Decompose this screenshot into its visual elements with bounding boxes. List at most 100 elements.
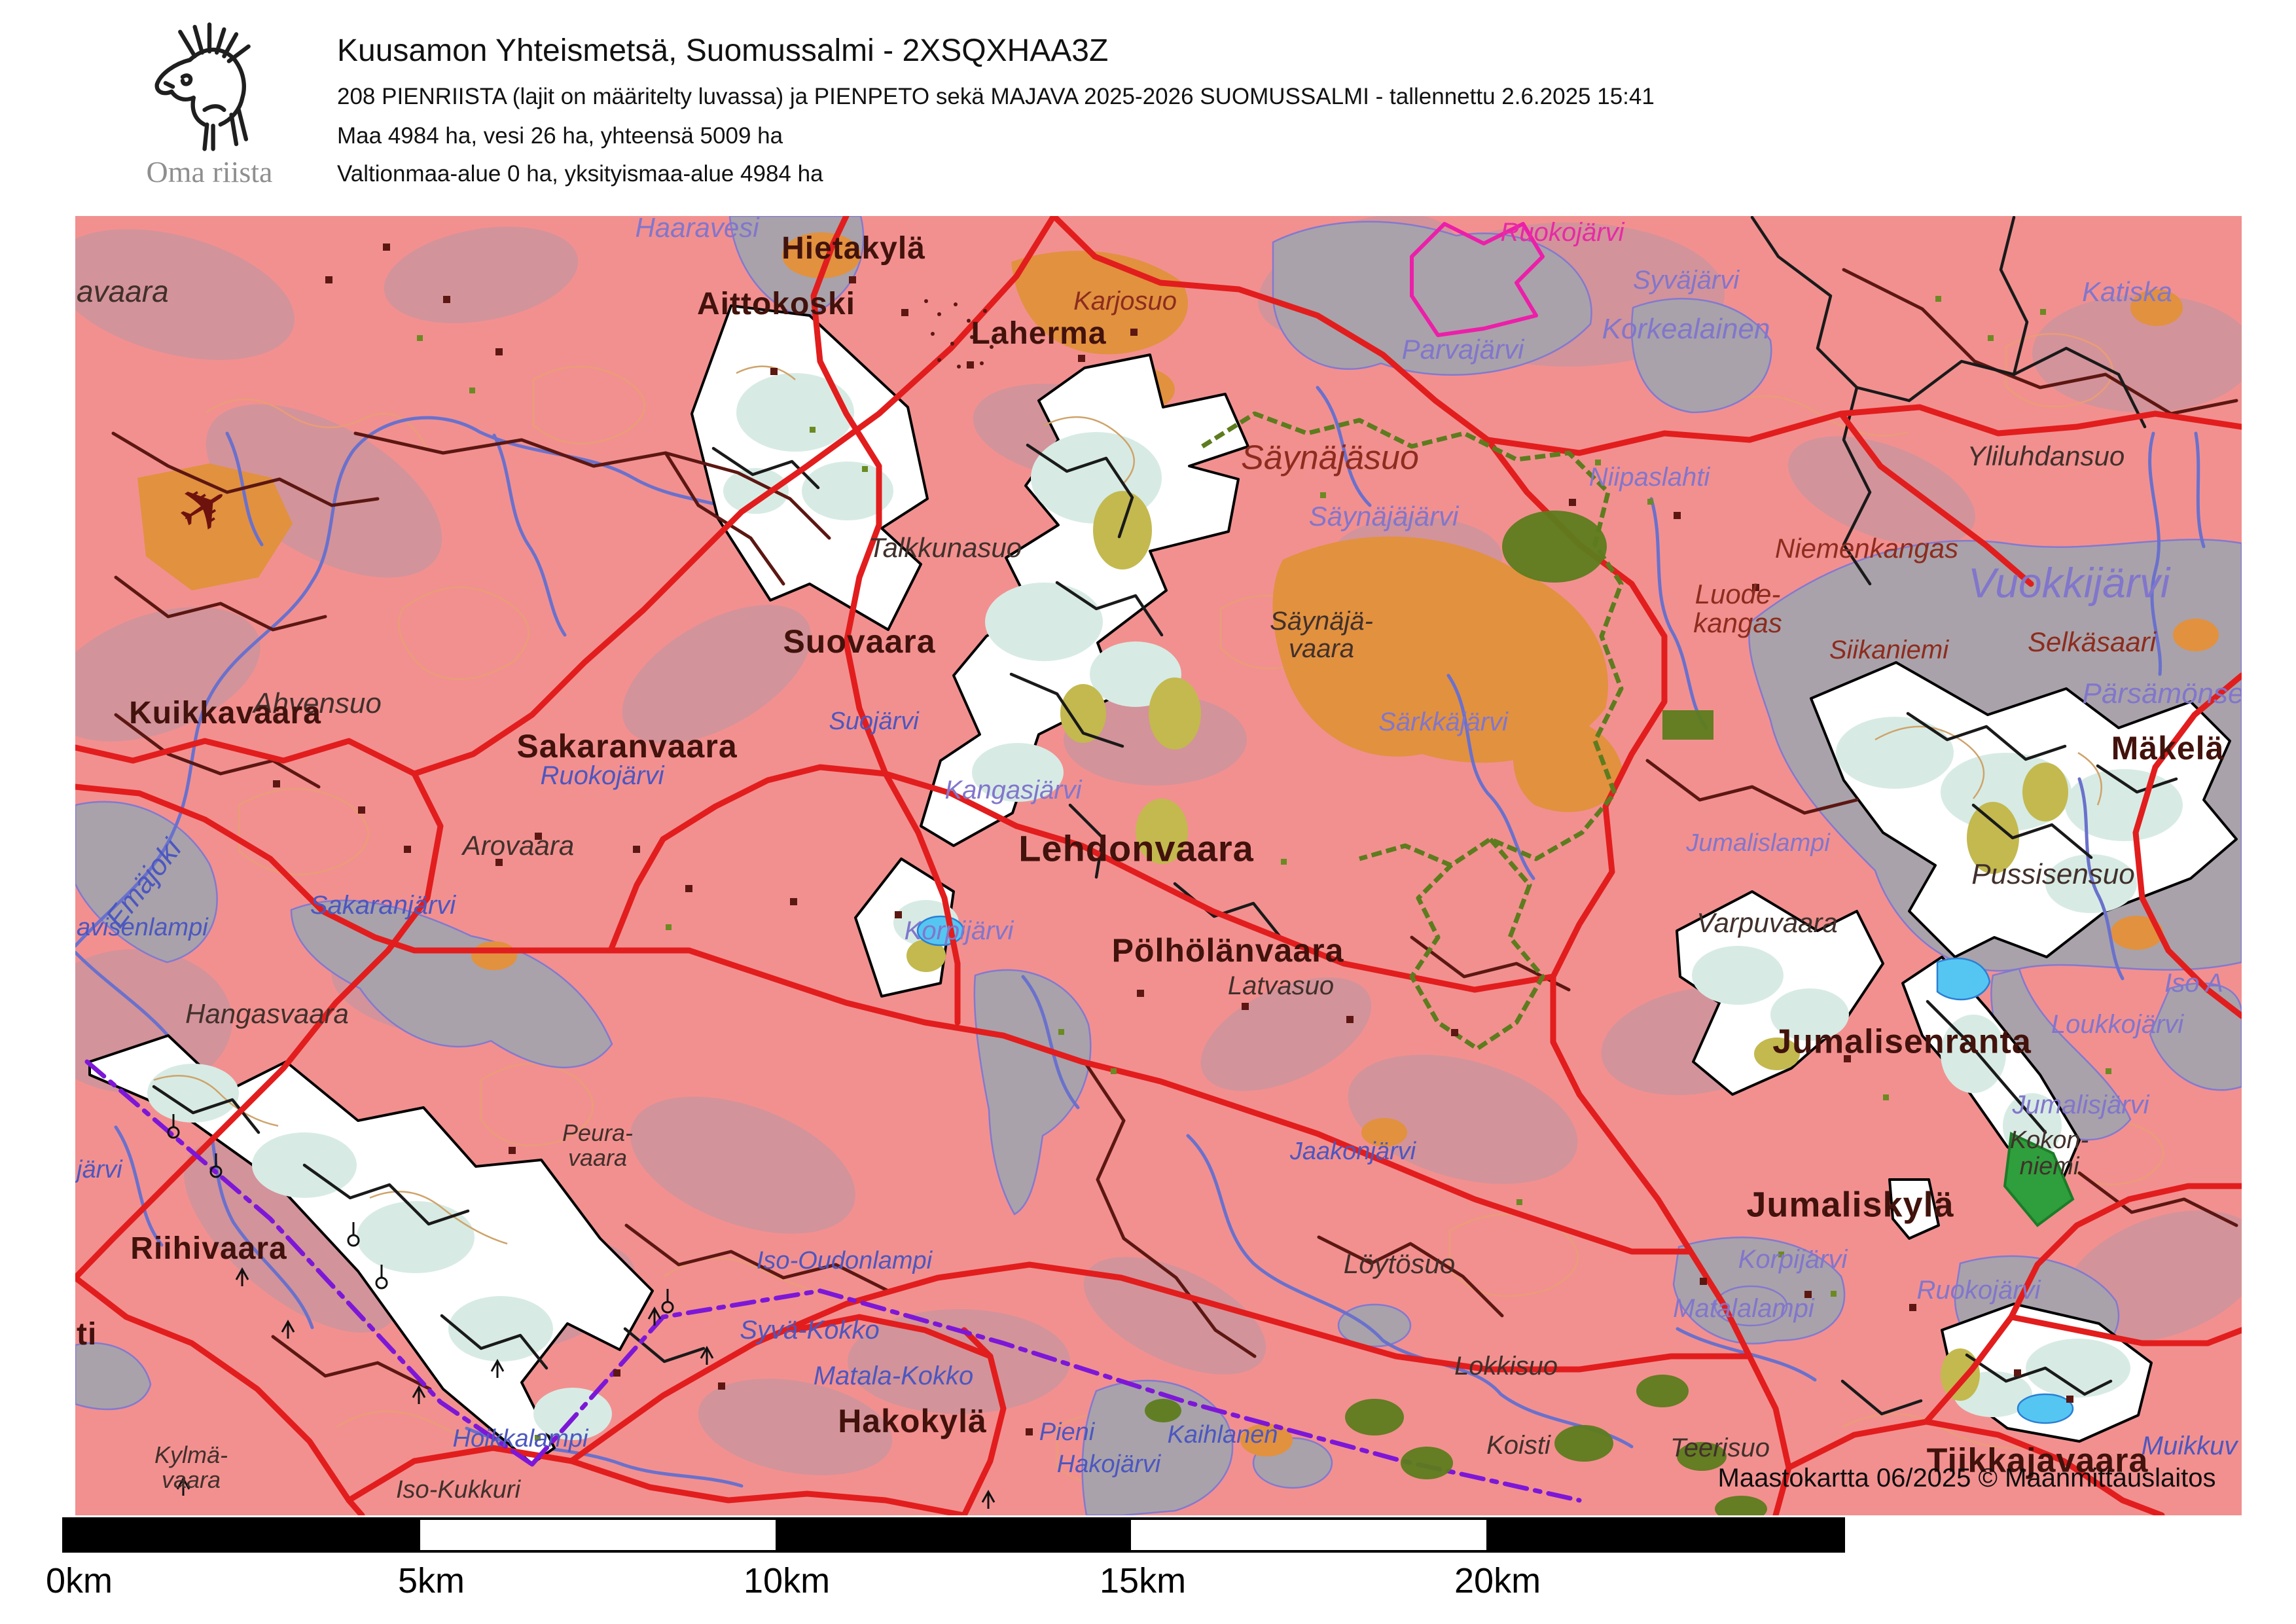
map-label-hietakylä: Hietakylä (781, 230, 925, 266)
map-label-kangasjärvi: Kangasjärvi (944, 776, 1082, 804)
scale-bar (62, 1517, 1845, 1553)
map-label-koisti: Koisti (1486, 1431, 1551, 1460)
map-label-ti: ti (77, 1316, 98, 1352)
protected-area-marker (2003, 1132, 2075, 1227)
scale-segment (65, 1520, 420, 1550)
map-label-riihivaara: Riihivaara (130, 1231, 287, 1266)
map-label-pölhölänvaara: Pölhölänvaara (1111, 931, 1344, 969)
map-label-lokkisuo: Lokkisuo (1454, 1352, 1558, 1380)
scale-label-15km: 15km (1100, 1561, 1187, 1600)
map-label-sakaranjärvi: Sakaranjärvi (310, 891, 456, 920)
page-title: Kuusamon Yhteismetsä, Suomussalmi - 2XSQ… (337, 33, 1109, 68)
map-label-varpuvaara: Varpuvaara (1696, 907, 1838, 938)
map-label-särkkäjärvi: Särkkäjärvi (1378, 708, 1508, 736)
map-label-korpijärvi: Korpijärvi (904, 916, 1014, 945)
map-label-ruokojärvi: Ruokojärvi (1916, 1276, 2041, 1305)
map-label-järvi: järvi (77, 1156, 122, 1184)
map-label-hakojärvi: Hakojärvi (1056, 1451, 1161, 1479)
map-label-hoikkalampi: Hoikkalampi (452, 1425, 588, 1453)
map-label-loukkojärvi: Loukkojärvi (2051, 1010, 2184, 1039)
scale-segment (776, 1520, 1131, 1550)
map-label-säynäjäjärvi: Säynäjäjärvi (1308, 500, 1459, 532)
scale-label-5km: 5km (398, 1561, 465, 1600)
map-label-pärsämönse: Pärsämönse (2082, 677, 2242, 710)
map-label-kokon-niemi: Kokon-niemi (2009, 1127, 2089, 1180)
map-label-yliluhdansuo: Yliluhdansuo (1967, 440, 2125, 471)
scale-segment (420, 1520, 776, 1550)
map-label-hakokylä: Hakokylä (838, 1402, 987, 1439)
map-label-kaihlanen: Kaihlanen (1167, 1421, 1278, 1449)
scale-label-0km: 0km (46, 1561, 113, 1600)
map-label-ruokojärvi: Ruokojärvi (540, 761, 664, 790)
minor-roads (111, 216, 2238, 1416)
map-label-niemenkangas: Niemenkangas (1774, 532, 1959, 564)
tree-symbols (167, 1114, 996, 1509)
map-label-säynäjä-vaara: Säynäjä-vaara (1270, 607, 1373, 663)
map-label-korkealainen: Korkealainen (1602, 312, 1770, 345)
map-label-avaara: avaara (77, 274, 169, 308)
map-label-löytösuo: Löytösuo (1343, 1248, 1456, 1279)
oma-riista-moose-logo (154, 22, 251, 151)
map-label-syväjärvi: Syväjärvi (1632, 266, 1740, 295)
scale-label-10km: 10km (744, 1561, 831, 1600)
map-label-teerisuo: Teerisuo (1670, 1434, 1770, 1462)
map-label-ahvensuo: Ahvensuo (253, 687, 382, 719)
map-label-matala-kokko: Matala-Kokko (813, 1362, 974, 1390)
map-label-jumalisjärvi: Jumalisjärvi (2012, 1091, 2149, 1119)
map-label-peura-vaara: Peura-vaara (562, 1119, 634, 1171)
map-label-lehdonvaara: Lehdonvaara (1018, 827, 1254, 869)
map-label-laherma: Laherma (971, 316, 1107, 351)
map-canvas: ✈ (75, 216, 2242, 1515)
map-label-jumalislampi: Jumalislampi (1686, 829, 1830, 857)
map-label-parvajärvi: Parvajärvi (1401, 333, 1524, 365)
land-ownership-line: Valtionmaa-alue 0 ha, yksityismaa-alue 4… (337, 161, 823, 187)
map-label-avisenlampi: avisenlampi (77, 914, 208, 942)
permit-line: 208 PIENRIISTA (lajit on määritelty luva… (337, 84, 1655, 109)
main-roads (75, 216, 2242, 1515)
map-label-aittokoski: Aittokoski (696, 286, 856, 321)
topographic-map: ✈ (75, 216, 2242, 1515)
map-label-pussisensuo: Pussisensuo (1971, 857, 2135, 890)
map-label-jumaliskylä: Jumaliskylä (1746, 1185, 1954, 1225)
boundaries (84, 222, 2075, 1515)
map-label-iso-oudonlampi: Iso-Oudonlampi (756, 1247, 933, 1275)
map-label-matalalampi: Matalalampi (1673, 1294, 1814, 1323)
map-label-katiska: Katiska (2082, 276, 2172, 307)
map-label-tiikkajavaara: Tiikkajavaara (1926, 1441, 2149, 1480)
map-label-iso-a: Iso A (2164, 969, 2223, 998)
map-label-latvasuo: Latvasuo (1227, 971, 1335, 1000)
map-label-ruokojärvi: Ruokojärvi (1500, 218, 1624, 247)
area-totals-line: Maa 4984 ha, vesi 26 ha, yhteensä 5009 h… (337, 123, 783, 149)
map-label-kylmä-vaara: Kylmä-vaara (154, 1441, 228, 1493)
scale-label-20km: 20km (1454, 1561, 1541, 1600)
map-label-hangasvaara: Hangasvaara (185, 998, 349, 1029)
scale-segment (1131, 1520, 1486, 1550)
map-label-siikaniemi: Siikaniemi (1829, 636, 1949, 664)
map-label-haaravesi: Haaravesi (635, 216, 759, 243)
map-label-maastokartta-06-2025-maanmittauslaitos: Maastokartta 06/2025 © Maanmittauslaitos (1717, 1464, 2216, 1492)
map-label-sakaranvaara: Sakaranvaara (516, 727, 738, 765)
swamp-dots (924, 299, 994, 369)
map-label-iso-kukkuri: Iso-Kukkuri (395, 1476, 521, 1504)
logo-wordmark: Oma riista (146, 155, 273, 189)
map-label-talkkunasuo: Talkkunasuo (868, 532, 1022, 563)
map-label-karjosuo: Karjosuo (1073, 287, 1177, 316)
map-label-säynäjäsuo: Säynäjäsuo (1241, 439, 1419, 477)
field-symbols (417, 296, 2111, 1441)
map-label-vuokkijärvi: Vuokkijärvi (1967, 559, 2170, 607)
map-label-suovaara: Suovaara (783, 623, 936, 660)
map-label-muikkuv: Muikkuv (2141, 1432, 2238, 1460)
map-label-pieni: Pieni (1039, 1418, 1095, 1447)
scale-segment (1486, 1520, 1842, 1550)
map-label-korpijärvi: Korpijärvi (1738, 1245, 1848, 1274)
map-label-arovaara: Arovaara (462, 829, 575, 861)
map-label-suojärvi: Suojärvi (829, 708, 919, 736)
map-label-jumalisenranta: Jumalisenranta (1772, 1022, 2032, 1061)
map-label-selkäsaari: Selkäsaari (2027, 626, 2157, 657)
map-label-niipaslahti: Niipaslahti (1588, 463, 1710, 492)
map-label-mäkelä: Mäkelä (2111, 729, 2225, 767)
building-symbols (273, 244, 2073, 1435)
map-label-luode-kangas: Luode-kangas (1693, 578, 1782, 638)
map-label-syvä-kokko: Syvä-Kokko (740, 1316, 880, 1344)
